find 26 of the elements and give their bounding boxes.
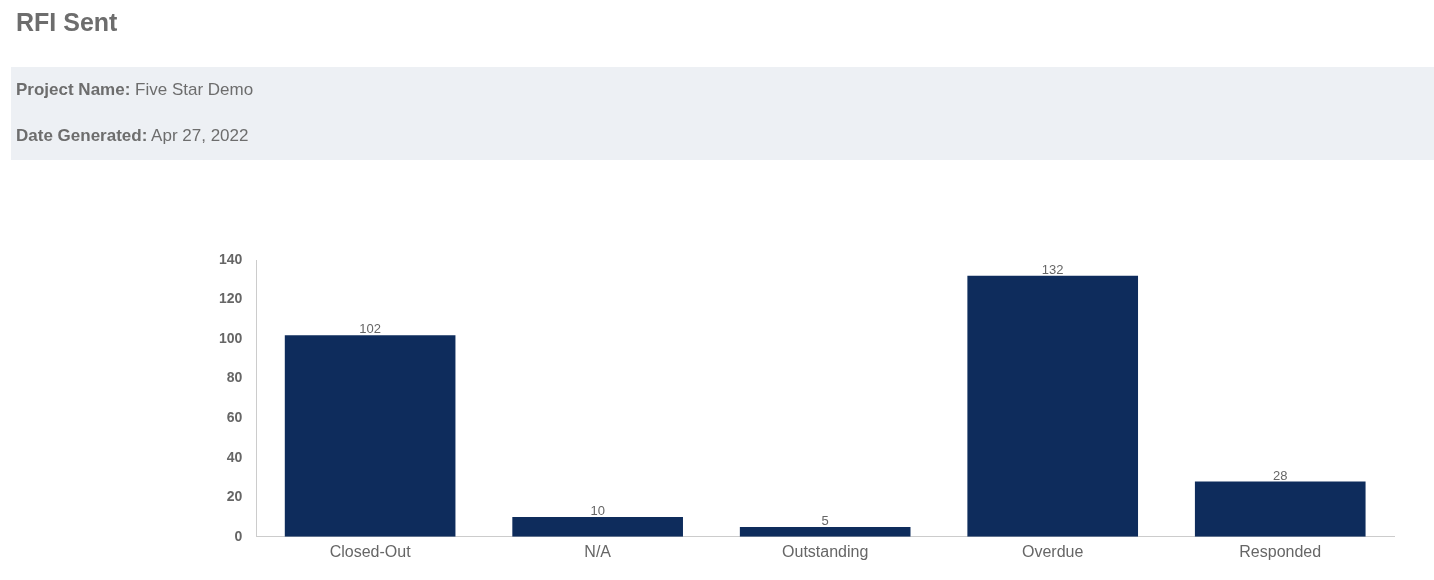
x-tick-label: Closed-Out — [329, 542, 412, 560]
data-label: 10 — [590, 503, 605, 519]
x-tick-label: Outstanding — [782, 542, 869, 560]
data-label: 28 — [1273, 467, 1288, 483]
text: Project Name: Five Star Demo — [16, 80, 254, 99]
y-tick-label: 20 — [226, 488, 243, 505]
y-tick-label: 60 — [226, 409, 243, 426]
bar — [1194, 481, 1366, 537]
y-tick-label: 120 — [219, 290, 243, 307]
bar — [284, 335, 456, 537]
text: Date Generated: Apr 27, 2022 — [16, 126, 249, 145]
y-tick-label: 40 — [226, 448, 243, 465]
x-tick-label: Overdue — [1022, 542, 1084, 560]
y-tick-label: 0 — [234, 527, 243, 544]
bar — [967, 275, 1139, 537]
y-tick-label: 140 — [219, 250, 243, 267]
data-label: 132 — [1041, 261, 1064, 277]
bar — [512, 517, 683, 537]
data-label: 102 — [359, 321, 381, 337]
x-tick-label: N/A — [584, 542, 612, 560]
data-label: 5 — [821, 512, 829, 528]
y-tick-label: 80 — [226, 369, 243, 386]
y-tick-label: 100 — [219, 329, 243, 346]
x-tick-label: Responded — [1239, 542, 1322, 560]
bar — [739, 526, 911, 537]
chart-title: RFI Sent — [16, 8, 118, 37]
